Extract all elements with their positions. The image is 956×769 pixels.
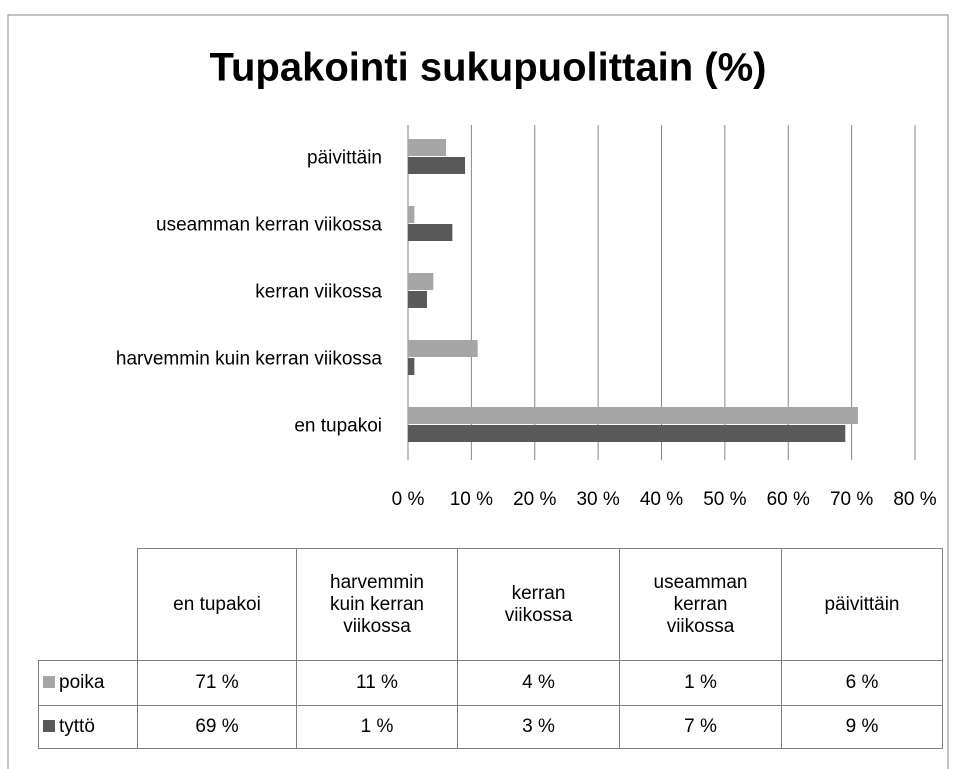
y-tick-label: useamman kerran viikossa — [156, 215, 382, 236]
table-value: 4 % — [457, 660, 620, 706]
x-tick-label: 70 % — [830, 489, 873, 510]
data-table: en tupakoi harvemmin kuin kerran viikossa… — [38, 548, 943, 749]
legend-swatch — [43, 720, 55, 732]
table-header-row: en tupakoi harvemmin kuin kerran viikossa… — [39, 548, 943, 661]
bar — [408, 273, 434, 290]
x-tick-label: 50 % — [703, 489, 746, 510]
bar — [408, 157, 466, 174]
bar — [408, 291, 428, 308]
bar — [408, 407, 858, 424]
legend-label: poika — [59, 672, 105, 693]
table-header-cell: kerran viikossa — [457, 548, 620, 661]
table-corner — [39, 549, 138, 661]
legend-label: tyttö — [59, 716, 95, 737]
table-header-cell: useamman kerran viikossa — [619, 548, 782, 661]
bar — [408, 224, 453, 241]
table-header-cell: päivittäin — [781, 548, 943, 661]
table-value: 11 % — [296, 660, 458, 706]
table-value: 7 % — [619, 705, 782, 749]
legend-cell: poika — [38, 660, 138, 706]
x-tick-label: 20 % — [513, 489, 556, 510]
legend-swatch — [43, 676, 55, 688]
y-tick-label: kerran viikossa — [255, 282, 382, 303]
chart-title: Tupakointi sukupuolittain (%) — [210, 46, 767, 90]
bar — [408, 139, 447, 156]
chart-border — [7, 14, 949, 769]
x-tick-label: 30 % — [576, 489, 619, 510]
table-value: 1 % — [296, 705, 458, 749]
table-value: 3 % — [457, 705, 620, 749]
bar — [408, 206, 415, 223]
table-row: poika 71 % 11 % 4 % 1 % 6 % — [38, 660, 943, 706]
x-tick-label: 40 % — [640, 489, 683, 510]
y-tick-label: en tupakoi — [294, 416, 382, 437]
legend-cell: tyttö — [38, 705, 138, 749]
bar — [408, 425, 846, 442]
table-value: 6 % — [781, 660, 943, 706]
table-value: 1 % — [619, 660, 782, 706]
x-tick-label: 10 % — [450, 489, 493, 510]
y-tick-label: harvemmin kuin kerran viikossa — [116, 349, 383, 370]
bar — [408, 358, 415, 375]
x-tick-label: 80 % — [893, 489, 936, 510]
y-tick-label: päivittäin — [307, 148, 382, 169]
bar — [408, 340, 478, 357]
table-header-cell: en tupakoi — [137, 548, 297, 661]
x-tick-label: 0 % — [392, 489, 425, 510]
table-row: tyttö 69 % 1 % 3 % 7 % 9 % — [38, 705, 943, 749]
x-tick-label: 60 % — [767, 489, 810, 510]
table-value: 9 % — [781, 705, 943, 749]
table-value: 69 % — [137, 705, 297, 749]
table-value: 71 % — [137, 660, 297, 706]
table-header-cell: harvemmin kuin kerran viikossa — [296, 548, 458, 661]
